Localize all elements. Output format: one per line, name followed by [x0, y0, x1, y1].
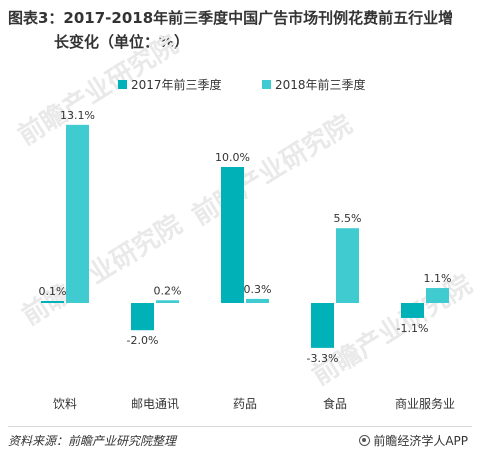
bar-1-5: [401, 303, 424, 318]
data-label-1-1: 0.1%: [39, 285, 67, 298]
bar-1-3: [221, 167, 244, 303]
bar-2-3: [246, 298, 269, 303]
data-label-1-2: -2.0%: [127, 334, 159, 347]
legend-swatch-1: [118, 80, 127, 89]
data-label-1-3: 10.0%: [215, 151, 250, 164]
category-label-5: 商业服务业: [395, 396, 455, 411]
source-note: 资料来源：前瞻产业研究院整理: [8, 434, 177, 448]
category-label-4: 食品: [323, 396, 347, 411]
bar-1-4: [311, 303, 334, 348]
data-label-2-5: 1.1%: [424, 272, 452, 285]
footer-divider: [8, 426, 472, 427]
legend-swatch-2: [262, 80, 271, 89]
data-label-1-5: -1.1%: [397, 322, 429, 335]
bar-2-1: [66, 124, 89, 303]
data-label-2-3: 0.3%: [244, 283, 272, 296]
chart-title-line-2: 长变化（单位：%）: [54, 33, 190, 51]
chart-title-line-1: 图表3：2017-2018年前三季度中国广告市场刊例花费前五行业增: [8, 9, 454, 27]
data-label-2-1: 13.1%: [60, 109, 95, 122]
data-label-1-4: -3.3%: [307, 352, 339, 365]
bar-2-4: [336, 228, 359, 303]
chart-title: 图表3：2017-2018年前三季度中国广告市场刊例花费前五行业增 长变化（单位…: [8, 6, 468, 54]
credit-label: 前瞻经济学人APP: [373, 434, 468, 448]
target-icon: [359, 435, 371, 446]
legend-label-1: 2017年前三季度: [131, 77, 222, 92]
category-label-3: 药品: [233, 397, 257, 411]
category-label-1: 饮料: [53, 397, 77, 411]
credit: 前瞻经济学人APP: [359, 432, 468, 449]
bar-2-5: [426, 288, 449, 303]
category-label-2: 邮电通讯: [131, 397, 179, 411]
bar-1-2: [131, 303, 154, 331]
bar-2-2: [156, 300, 179, 303]
data-label-2-2: 0.2%: [154, 284, 182, 297]
bar-1-1: [41, 301, 64, 303]
legend-label-2: 2018年前三季度: [275, 77, 366, 92]
data-label-2-4: 5.5%: [334, 212, 362, 225]
